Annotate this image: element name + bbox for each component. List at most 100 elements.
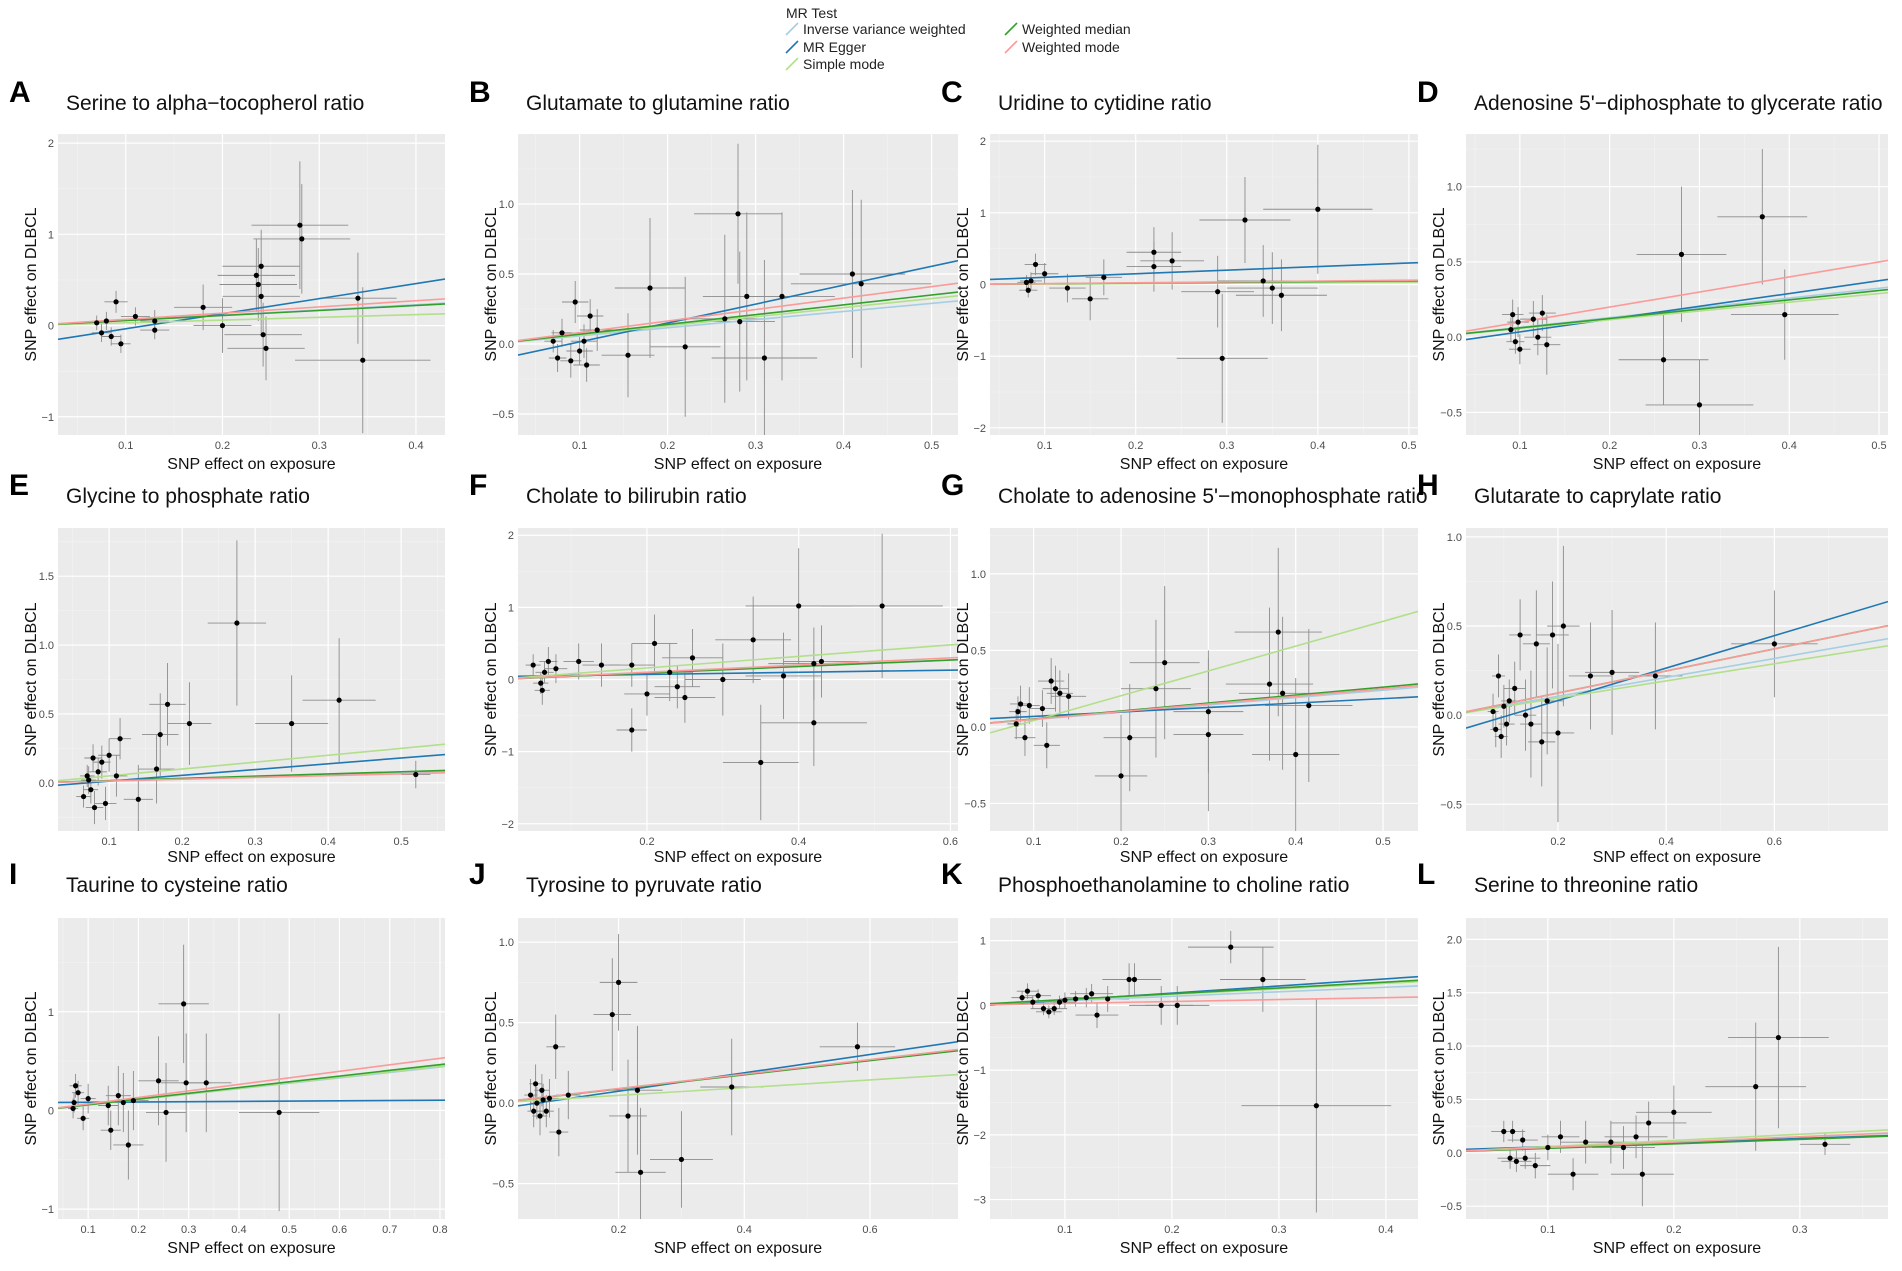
data-point — [1501, 1128, 1507, 1135]
plot-background — [58, 918, 445, 1219]
regression-line — [58, 771, 445, 784]
data-point — [1101, 274, 1107, 280]
y-tick-label: 0.0 — [1447, 1148, 1462, 1160]
data-point — [72, 1083, 79, 1089]
data-point — [91, 804, 98, 811]
panel-title: Glycine to phosphate ratio — [66, 485, 310, 508]
data-point — [1609, 669, 1615, 675]
data-point — [1022, 735, 1028, 741]
panel-F: F Cholate to bilirubin ratio 0.2 0.4 0.6 −2 −1… — [469, 469, 958, 866]
plot-background — [990, 528, 1418, 831]
data-point — [849, 271, 856, 277]
regression-line — [1466, 259, 1888, 332]
y-tick-label: −0.5 — [1440, 799, 1462, 811]
data-point — [1046, 1009, 1052, 1015]
panel-letter: L — [1417, 858, 1435, 891]
data-point — [534, 1100, 540, 1106]
x-tick-label: 0.2 — [1128, 440, 1143, 452]
y-tick-label: −0.5 — [1440, 407, 1462, 419]
data-point — [1094, 1012, 1100, 1018]
data-point — [1013, 721, 1019, 727]
data-point — [90, 755, 96, 761]
data-point — [556, 1129, 562, 1135]
x-tick-label: 0.3 — [1271, 1224, 1286, 1236]
panel-title: Glutarate to caprylate ratio — [1474, 485, 1721, 508]
data-point — [1032, 261, 1039, 268]
data-point — [1507, 1155, 1513, 1161]
data-point — [1056, 999, 1063, 1005]
data-point — [1493, 726, 1499, 733]
data-point — [1073, 996, 1079, 1002]
data-point — [71, 1099, 77, 1106]
data-point — [1771, 641, 1777, 647]
panel-title: Cholate to adenosine 5'−monophosphate ra… — [998, 485, 1428, 508]
data-point — [1512, 339, 1518, 345]
data-point — [1228, 944, 1234, 950]
panel-letter: E — [9, 469, 29, 502]
regression-line — [518, 282, 958, 342]
x-tick-label: 0.3 — [748, 440, 763, 452]
data-point — [84, 773, 90, 779]
y-tick-label: 0.0 — [1447, 710, 1462, 722]
panel-title: Serine to alpha−tocopherol ratio — [66, 92, 364, 115]
y-tick-label: 0.5 — [1447, 621, 1462, 633]
data-point — [720, 676, 726, 683]
gridlines — [58, 134, 445, 435]
y-tick-label: −1 — [501, 747, 514, 759]
panel-title: Cholate to bilirubin ratio — [526, 485, 747, 508]
data-point — [255, 281, 261, 288]
x-tick-label: 0.1 — [1057, 1224, 1072, 1236]
y-tick-label: 1.0 — [39, 640, 54, 652]
x-axis-label: SNP effect on exposure — [1593, 1240, 1762, 1257]
plot-background — [518, 918, 958, 1219]
y-tick-label: 1.0 — [971, 569, 986, 581]
legend-key-2 — [785, 40, 799, 54]
panel-G: G Cholate to adenosine 5'−monophosphate r… — [941, 469, 1428, 866]
data-point — [125, 1142, 131, 1148]
x-tick-label: 0.4 — [737, 1224, 752, 1236]
data-point — [163, 1109, 169, 1116]
data-point — [1522, 1155, 1528, 1161]
gridlines — [1466, 134, 1888, 435]
data-point — [689, 655, 696, 661]
panel-title: Uridine to cytidine ratio — [998, 92, 1212, 115]
legend-label-5: Weighted mode — [1022, 39, 1120, 55]
plot-background — [1466, 134, 1888, 435]
x-tick-label: 0.1 — [1037, 440, 1052, 452]
data-point — [1544, 698, 1550, 704]
regression-line — [990, 979, 1418, 1005]
data-point — [629, 727, 635, 733]
data-point — [531, 1108, 537, 1114]
data-point — [1028, 278, 1034, 284]
data-point — [219, 322, 226, 329]
x-tick-label: 0.1 — [81, 1224, 96, 1236]
data-point — [85, 1096, 91, 1102]
data-point — [879, 603, 885, 609]
x-tick-label: 0.2 — [215, 440, 230, 452]
data-point — [735, 211, 741, 217]
data-point — [1062, 997, 1068, 1003]
legend-label-1: Inverse variance weighted — [803, 21, 966, 37]
legend-key-5 — [1004, 40, 1018, 54]
y-tick-label: 0.0 — [39, 778, 54, 790]
x-tick-label: 0.4 — [1659, 836, 1674, 848]
x-tick-label: 0.1 — [1512, 440, 1527, 452]
y-tick-label: 1.0 — [1447, 182, 1462, 194]
data-point — [181, 1001, 187, 1007]
data-point — [568, 358, 574, 364]
data-point — [88, 787, 94, 793]
data-point — [1822, 1141, 1828, 1147]
x-axis-label: SNP effect on exposure — [654, 849, 823, 866]
data-point — [1759, 214, 1765, 220]
data-point — [1555, 730, 1561, 736]
x-tick-label: 0.3 — [312, 440, 327, 452]
regression-line — [58, 278, 445, 341]
panel-A: A Serine to alpha−tocopherol ratio 0.1 0.2 0… — [9, 76, 445, 473]
regression-line — [990, 696, 1418, 720]
y-tick-label: 1 — [508, 602, 514, 614]
data-point — [854, 1044, 861, 1050]
data-point — [1583, 1139, 1589, 1145]
x-axis-label: SNP effect on exposure — [654, 456, 823, 473]
y-tick-label: 1 — [980, 936, 986, 948]
x-tick-label: 0.1 — [1540, 1224, 1555, 1236]
